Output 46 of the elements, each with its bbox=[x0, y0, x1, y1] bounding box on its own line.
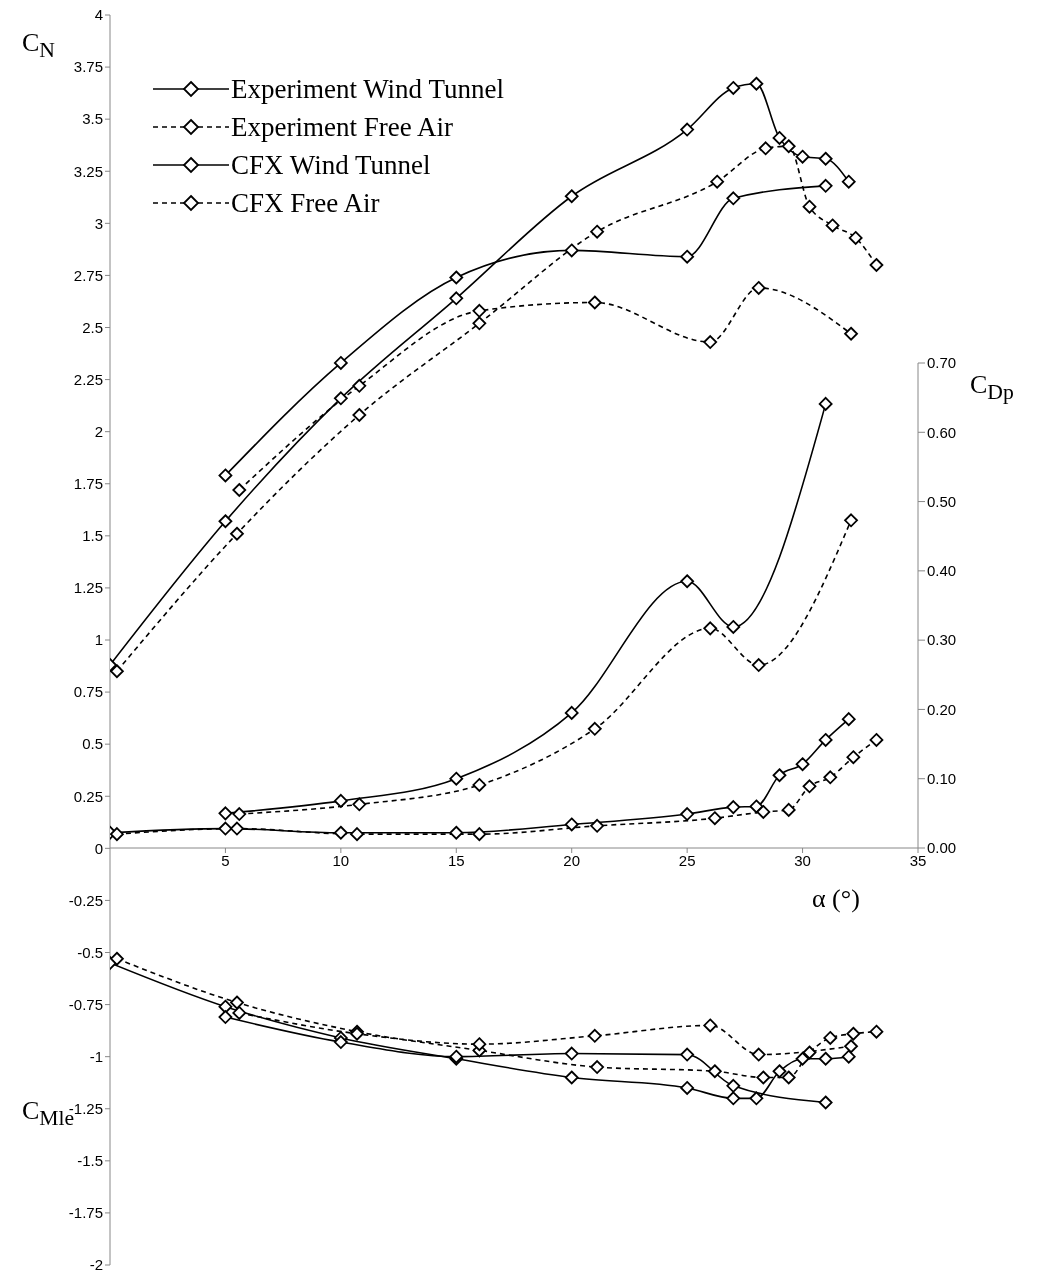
y-tick-label: -0.5 bbox=[77, 943, 103, 961]
x-tick-label: 5 bbox=[221, 851, 230, 869]
y-tick-label: -0.25 bbox=[68, 891, 103, 909]
y-tick-label: 2.5 bbox=[82, 318, 103, 336]
x-tick-label: 25 bbox=[678, 851, 696, 869]
x-axis-title: α (°) bbox=[812, 884, 860, 914]
y-tick-label: -1 bbox=[89, 1047, 103, 1065]
x-tick-label: 35 bbox=[909, 851, 927, 869]
x-tick-label: 20 bbox=[563, 851, 581, 869]
x-tick-label: 30 bbox=[794, 851, 811, 869]
y2-tick-label: 0.60 bbox=[927, 423, 957, 441]
y-tick-label: 3 bbox=[94, 214, 103, 232]
y2-tick-label: 0.00 bbox=[927, 839, 957, 857]
y2-tick-label: 0.10 bbox=[927, 770, 957, 788]
y-tick-label: 2.25 bbox=[73, 370, 103, 388]
y-tick-label: 0.5 bbox=[82, 735, 103, 753]
y2-tick-label: 0.50 bbox=[927, 492, 957, 510]
legend-label: CFX Free Air bbox=[231, 187, 380, 219]
y-tick-label: 0.25 bbox=[73, 787, 103, 805]
legend-label: CFX Wind Tunnel bbox=[231, 149, 431, 181]
y-tick-label: 1.75 bbox=[73, 475, 103, 493]
y-tick-label: -1.5 bbox=[77, 1152, 103, 1170]
y-tick-label: 3.75 bbox=[73, 58, 103, 76]
y-tick-label: 2 bbox=[94, 422, 103, 440]
y2-axis-title: C$_{Dp}$ bbox=[970, 370, 1014, 406]
x-tick-label: 10 bbox=[332, 851, 350, 869]
y2-tick-label: 0.70 bbox=[927, 354, 957, 372]
y-tick-label: -1.75 bbox=[68, 1204, 103, 1222]
legend-label: Experiment Wind Tunnel bbox=[231, 73, 504, 105]
x-tick-label: 15 bbox=[447, 851, 465, 869]
y-tick-label: 2.75 bbox=[73, 266, 103, 284]
y-tick-label: 1.25 bbox=[73, 579, 103, 597]
y-axis-title: C$_{N}$ bbox=[22, 28, 55, 64]
y2-tick-label: 0.30 bbox=[927, 631, 957, 649]
y-tick-label: -2 bbox=[89, 1256, 103, 1274]
y-tick-label: 3.25 bbox=[73, 162, 103, 180]
y-tick-label: 1 bbox=[94, 631, 103, 649]
y-tick-label: 3.5 bbox=[82, 110, 103, 128]
y-tick-label: -0.75 bbox=[68, 995, 103, 1013]
y-tick-label: 0.75 bbox=[73, 683, 103, 701]
y2-tick-label: 0.20 bbox=[927, 700, 957, 718]
y-tick-label: 1.5 bbox=[82, 527, 103, 545]
y-tick-label: 4 bbox=[94, 6, 103, 24]
legend-label: Experiment Free Air bbox=[231, 111, 453, 143]
y-tick-label: 0 bbox=[94, 839, 103, 857]
y2-tick-label: 0.40 bbox=[927, 562, 957, 580]
